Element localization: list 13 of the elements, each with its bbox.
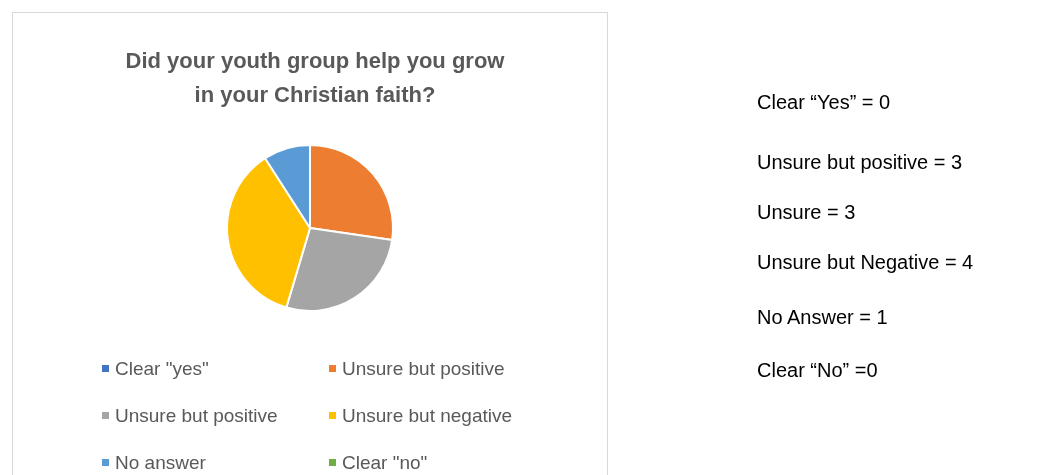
legend-label: Unsure but positive bbox=[115, 405, 278, 426]
legend-label: Clear "no" bbox=[342, 452, 428, 473]
text: No Answer = 1 bbox=[757, 306, 888, 328]
chart-title: Did your youth group help you grow in your Christian faith? bbox=[125, 47, 506, 107]
legend-label: Unsure but negative bbox=[342, 405, 513, 426]
text: Clear “Yes” = 0 bbox=[757, 91, 891, 113]
legend-label: Unsure but positive bbox=[342, 358, 505, 379]
legend-label: Clear "yes" bbox=[115, 358, 209, 379]
legend-label: No answer bbox=[115, 452, 207, 473]
text: Clear “No” =0 bbox=[757, 359, 878, 381]
text: Unsure but positive = 3 bbox=[757, 151, 963, 173]
text: Unsure = 3 bbox=[757, 201, 856, 223]
text: Unsure but Negative = 4 bbox=[757, 251, 974, 273]
